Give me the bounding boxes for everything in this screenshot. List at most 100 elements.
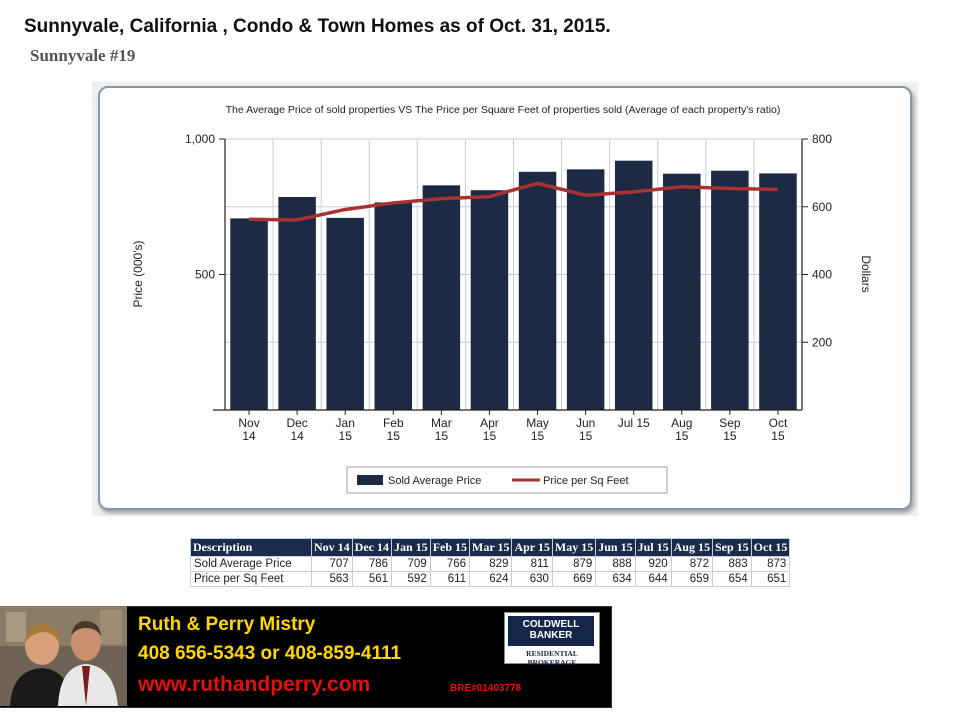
table-header-cell: Feb 15 (429, 538, 471, 557)
x-tick-label: Aug (671, 416, 692, 430)
x-tick-label: 15 (531, 429, 545, 443)
bar-feb-15 (374, 202, 413, 410)
table-row: Sold Average Price 707 786 709 766 829 811 879 8… (190, 556, 791, 572)
table-cell: 654 (711, 571, 752, 587)
y-axis-label: Price (000's) (131, 241, 145, 308)
bar-may-15 (518, 171, 557, 410)
table-cell: 592 (391, 571, 431, 587)
table-cell: 879 (551, 556, 597, 572)
y-tick-label: 1,000 (185, 132, 215, 146)
x-tick-label: 15 (483, 429, 497, 443)
bar-jan-15 (326, 217, 364, 410)
x-tick-label: 15 (339, 429, 353, 443)
table-header-cell: Description (190, 538, 312, 557)
table-cell: 669 (551, 571, 597, 587)
table-cell: 829 (469, 556, 513, 572)
x-tick-label: Jun (576, 416, 595, 430)
bar-jun-15 (566, 169, 605, 410)
x-tick-label: 15 (723, 429, 737, 443)
bar-apr-15 (470, 190, 509, 410)
table-cell: 786 (351, 556, 393, 572)
table-cell: Price per Sq Feet (190, 571, 312, 587)
agent-website[interactable]: www.ruthandperry.com (138, 673, 371, 696)
x-tick-label: Feb (383, 416, 404, 430)
y2-axis-label: Dollars (859, 255, 873, 292)
x-tick-label: 14 (242, 429, 256, 443)
page-subtitle: Sunnyvale #19 (30, 46, 136, 65)
table-cell: 561 (351, 571, 393, 587)
legend-bar-swatch (357, 475, 383, 485)
bar-dec-14 (278, 196, 316, 410)
table-header-row: Description Nov 14 Dec 14 Jan 15 Feb 15 Mar 1… (190, 538, 791, 557)
table-cell: 634 (595, 571, 636, 587)
table-cell: 630 (511, 571, 553, 587)
data-table: Description Nov 14 Dec 14 Jan 15 Feb 15 Mar 1… (190, 538, 791, 587)
agent-name: Ruth & Perry Mistry (138, 614, 316, 635)
legend-line-label: Price per Sq Feet (543, 475, 629, 487)
table-cell: 872 (670, 556, 713, 572)
table-cell: 873 (750, 556, 791, 572)
table-header-cell: Mar 15 (469, 538, 513, 557)
x-tick-label: Dec (286, 416, 307, 430)
table-cell: 766 (429, 556, 471, 572)
x-tick-label: Jul 15 (618, 416, 650, 430)
bar-sep-15 (711, 170, 749, 410)
x-tick-label: Sep (719, 416, 741, 430)
bar-nov-14 (230, 218, 268, 410)
table-cell: 659 (670, 571, 713, 587)
table-header-cell: Nov 14 (311, 538, 353, 557)
agent-phone: 408 656-5343 or 408-859-4111 (138, 643, 402, 664)
table-cell: 811 (511, 556, 553, 572)
table-cell: 920 (634, 556, 672, 572)
table-cell: 624 (469, 571, 513, 587)
agent-license: BRE#01403778 (450, 683, 522, 694)
x-tick-label: Jan (336, 416, 355, 430)
bar-jul-15 (614, 160, 653, 410)
x-tick-label: May (526, 416, 549, 430)
logo-subtitle: RESIDENTIAL BROKERAGE (526, 649, 578, 667)
table-header-cell: Jul 15 (634, 538, 672, 557)
x-tick-label: 15 (435, 429, 449, 443)
bar-mar-15 (422, 185, 461, 410)
table-header-cell: Jun 15 (595, 538, 636, 557)
table-header-cell: Oct 15 (750, 538, 791, 557)
x-tick-label: 15 (771, 429, 785, 443)
table-cell: 644 (634, 571, 672, 587)
bar-aug-15 (663, 173, 701, 410)
x-tick-label: 15 (675, 429, 689, 443)
table-cell: 563 (311, 571, 353, 587)
table-cell: 611 (429, 571, 471, 587)
table-header-cell: Apr 15 (511, 538, 553, 557)
table-cell: 888 (595, 556, 636, 572)
table-header-cell: Aug 15 (670, 538, 713, 557)
y-tick-label: 500 (195, 268, 215, 282)
table-header-cell: Sep 15 (711, 538, 752, 557)
table-header-cell: Dec 14 (351, 538, 393, 557)
x-tick-label: 14 (290, 429, 304, 443)
x-tick-label: 15 (579, 429, 593, 443)
bar-oct-15 (759, 173, 797, 410)
chart-legend: Sold Average Price Price per Sq Feet (346, 466, 668, 494)
table-cell: 883 (711, 556, 752, 572)
price-per-sqft-line (249, 181, 778, 222)
table-header-cell: Jan 15 (391, 538, 431, 557)
coldwell-banker-logo: COLDWELL BANKER RESIDENTIAL BROKERAGE (504, 612, 600, 667)
x-tick-label: 15 (387, 429, 401, 443)
y2-tick-label: 400 (812, 268, 832, 282)
table-row: Price per Sq Feet 563 561 592 611 624 630 669 63… (190, 571, 791, 587)
legend-bar-label: Sold Average Price (388, 475, 481, 487)
table-cell: Sold Average Price (190, 556, 312, 572)
y2-tick-label: 600 (812, 200, 832, 214)
table-cell: 709 (391, 556, 431, 572)
y2-tick-label: 800 (812, 132, 832, 146)
x-tick-label: Apr (480, 416, 499, 430)
table-header-cell: May 15 (551, 538, 597, 557)
agents-photo (0, 606, 127, 706)
logo-line1: COLDWELL (522, 619, 580, 630)
y2-tick-label: 200 (812, 335, 832, 349)
logo-line2: BANKER (529, 630, 573, 641)
chart-title: The Average Price of sold properties VS … (226, 104, 781, 116)
x-tick-label: Mar (431, 416, 452, 430)
page-title: Sunnyvale, California , Condo & Town Hom… (24, 16, 611, 37)
x-tick-label: Oct (769, 416, 788, 430)
